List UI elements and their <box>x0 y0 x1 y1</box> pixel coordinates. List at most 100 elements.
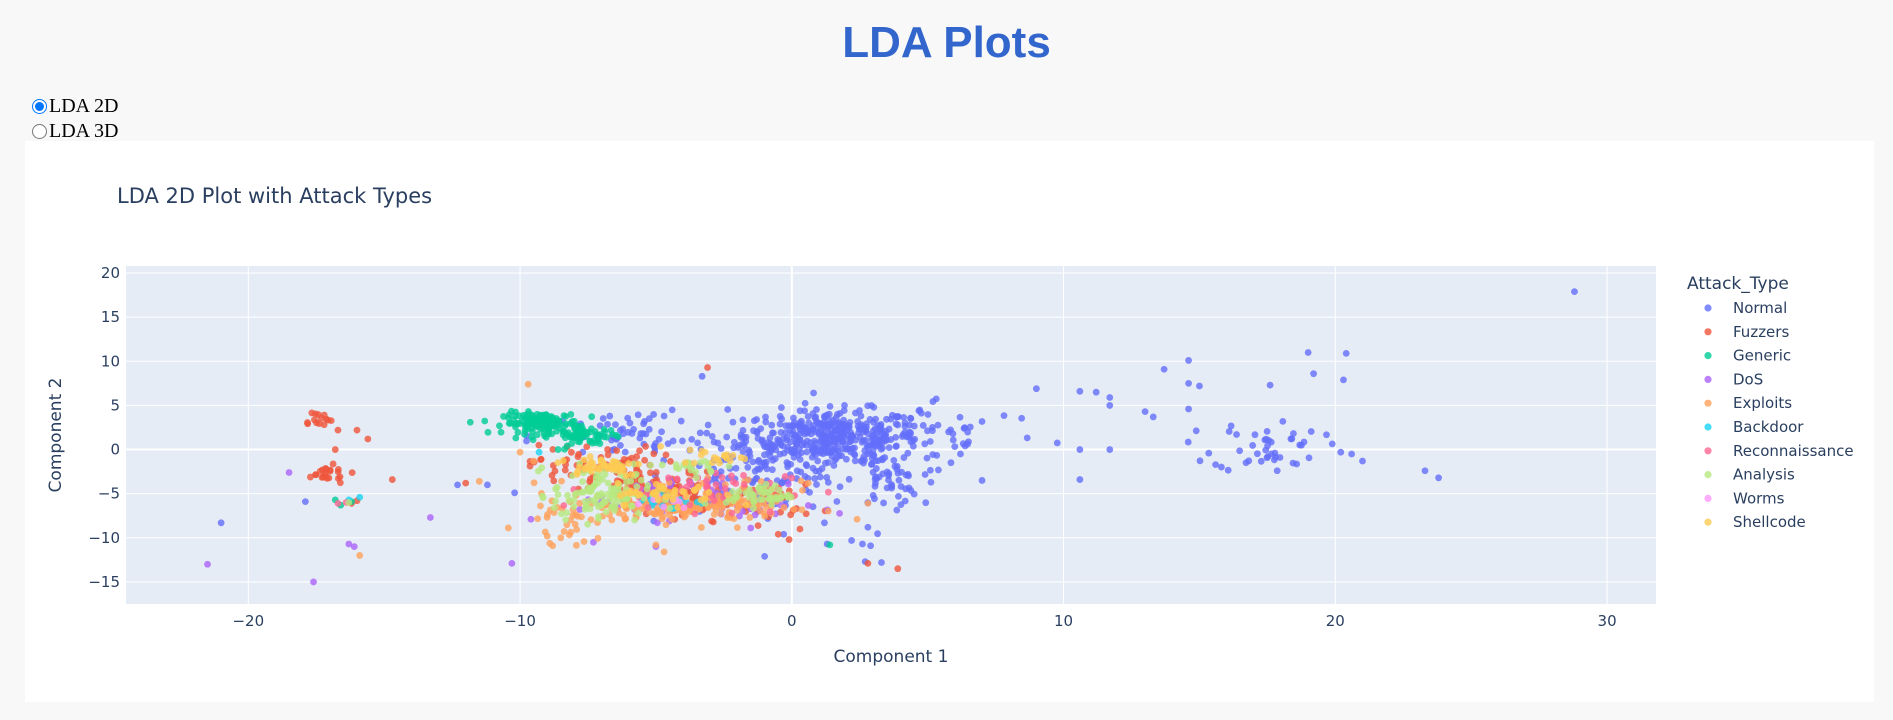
y-axis-label: Component 2 <box>46 378 66 493</box>
data-point <box>729 488 736 495</box>
data-point <box>627 487 635 495</box>
data-point <box>778 404 785 411</box>
data-point <box>731 493 739 501</box>
data-point <box>762 413 769 421</box>
data-point <box>900 454 908 461</box>
data-point <box>826 403 834 410</box>
radio-lda-2d[interactable] <box>32 99 47 114</box>
data-point <box>565 531 573 539</box>
data-point <box>542 433 550 441</box>
x-tick-label: 0 <box>787 612 797 630</box>
data-point <box>1224 466 1232 474</box>
data-point <box>804 413 812 420</box>
data-point <box>621 448 629 456</box>
data-point <box>777 429 785 436</box>
legend-label[interactable]: Exploits <box>1733 394 1792 412</box>
legend-label[interactable]: Generic <box>1733 347 1791 365</box>
data-point <box>580 456 588 464</box>
data-point <box>762 418 770 426</box>
data-point <box>1141 408 1149 416</box>
data-point <box>604 479 612 487</box>
data-point <box>929 427 936 435</box>
data-point <box>871 440 879 448</box>
data-point <box>717 510 725 518</box>
data-point <box>1328 440 1336 448</box>
data-point <box>650 510 658 518</box>
lda-scatter-chart[interactable]: LDA 2D Plot with Attack Types −20 −10 0 10 2… <box>25 141 1874 702</box>
data-point <box>956 413 964 421</box>
data-point <box>1185 357 1192 364</box>
data-point <box>1253 450 1261 458</box>
data-point <box>570 496 578 504</box>
data-point <box>204 560 211 568</box>
legend-label[interactable]: Shellcode <box>1733 513 1806 531</box>
plot-area[interactable] <box>126 266 1656 604</box>
y-tick-label: 15 <box>101 308 120 326</box>
legend-label[interactable]: Worms <box>1733 489 1785 507</box>
data-point <box>826 442 834 450</box>
data-point <box>729 451 737 459</box>
data-point <box>754 458 762 466</box>
data-point <box>897 501 905 509</box>
data-point <box>581 505 589 513</box>
data-point <box>870 451 878 459</box>
data-point <box>334 426 342 434</box>
data-point <box>356 493 364 501</box>
data-point <box>594 534 602 542</box>
data-point <box>533 431 541 439</box>
legend-label[interactable]: Reconnaissance <box>1733 442 1854 460</box>
data-point <box>612 421 619 429</box>
data-point <box>622 472 630 479</box>
data-point <box>660 548 668 556</box>
data-point <box>317 414 325 422</box>
data-point <box>1076 476 1084 483</box>
data-point <box>558 510 565 518</box>
data-point <box>775 486 783 494</box>
data-point <box>831 456 839 464</box>
data-point <box>780 530 788 538</box>
data-point <box>1290 430 1297 437</box>
data-point <box>535 441 543 449</box>
data-point <box>790 421 798 429</box>
data-point <box>765 489 772 496</box>
legend-label[interactable]: Fuzzers <box>1733 323 1789 341</box>
data-point <box>1323 431 1330 439</box>
data-point <box>217 519 225 527</box>
radio-lda-3d[interactable] <box>32 124 47 139</box>
radio-option-lda-3d[interactable]: LDA 3D <box>30 119 118 144</box>
data-point <box>584 484 592 491</box>
data-point <box>633 483 641 491</box>
data-point <box>592 499 599 507</box>
data-point <box>1340 376 1347 384</box>
data-point <box>608 516 616 524</box>
data-point <box>310 578 317 586</box>
legend-label[interactable]: Backdoor <box>1733 418 1804 436</box>
x-tick-label: −20 <box>232 612 264 630</box>
data-point <box>508 560 516 567</box>
legend-marker <box>1704 375 1712 383</box>
data-point <box>637 476 645 484</box>
data-point <box>521 414 529 422</box>
legend-label[interactable]: Normal <box>1733 299 1787 317</box>
legend-label[interactable]: DoS <box>1733 370 1763 388</box>
data-point <box>698 447 706 455</box>
data-point <box>861 456 868 464</box>
data-point <box>744 463 752 471</box>
data-point <box>571 490 579 498</box>
data-point <box>729 418 737 426</box>
data-point <box>572 511 580 518</box>
data-point <box>813 481 820 488</box>
radio-option-lda-2d[interactable]: LDA 2D <box>30 94 118 119</box>
data-point <box>778 415 786 423</box>
legend-label[interactable]: Analysis <box>1733 466 1795 484</box>
data-point <box>853 515 861 523</box>
data-point <box>323 415 330 423</box>
data-point <box>961 424 969 432</box>
data-point <box>582 464 590 471</box>
data-point <box>578 422 585 430</box>
data-point <box>576 506 584 513</box>
data-point <box>669 496 677 504</box>
data-point <box>909 442 917 450</box>
data-point <box>750 427 757 435</box>
plot-type-selector: LDA 2D LDA 3D <box>30 94 118 144</box>
